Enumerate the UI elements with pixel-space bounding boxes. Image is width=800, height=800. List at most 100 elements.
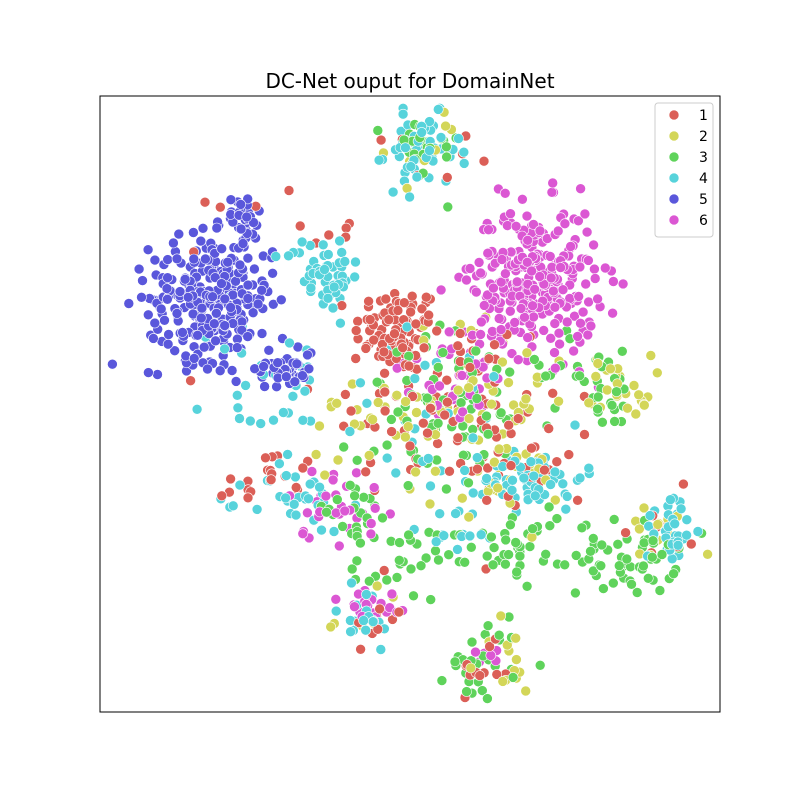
scatter-point-series-4 — [282, 449, 293, 460]
scatter-point-series-1 — [374, 603, 385, 615]
scatter-point-series-1 — [547, 387, 559, 399]
scatter-point-series-4 — [467, 432, 479, 444]
scatter-point-series-5 — [216, 243, 227, 254]
scatter-point-series-3 — [587, 565, 599, 577]
scatter-point-series-1 — [579, 429, 590, 440]
scatter-point-series-3 — [507, 672, 519, 683]
scatter-point-series-6 — [546, 187, 558, 198]
scatter-point-series-5 — [174, 286, 186, 297]
scatter-point-series-3 — [500, 534, 512, 546]
scatter-point-series-5 — [249, 263, 260, 275]
scatter-point-series-4 — [287, 390, 299, 402]
scatter-point-series-2 — [497, 676, 509, 687]
scatter-point-series-3 — [576, 522, 588, 534]
legend-label-6: 6 — [699, 213, 708, 229]
scatter-point-series-6 — [434, 380, 445, 392]
scatter-point-series-3 — [481, 550, 493, 562]
scatter-point-series-3 — [570, 587, 581, 599]
scatter-point-series-4 — [518, 472, 530, 484]
scatter-point-series-6 — [544, 251, 556, 262]
scatter-point-series-6 — [485, 650, 497, 661]
scatter-point-series-3 — [437, 347, 449, 358]
legend-marker-4 — [668, 172, 680, 184]
scatter-point-series-4 — [345, 626, 356, 638]
scatter-point-series-5 — [303, 363, 315, 375]
scatter-point-series-3 — [587, 533, 599, 544]
scatter-point-series-1 — [379, 405, 391, 417]
scatter-point-series-4 — [232, 389, 243, 401]
scatter-point-series-5 — [148, 333, 159, 344]
scatter-point-series-6 — [555, 262, 566, 273]
scatter-point-series-4 — [327, 302, 339, 314]
scatter-point-series-4 — [290, 471, 301, 483]
scatter-point-series-2 — [410, 466, 421, 478]
scatter-point-series-6 — [526, 265, 537, 277]
legend: 1 2 3 4 5 6 — [654, 102, 714, 238]
scatter-point-series-3 — [436, 675, 448, 686]
scatter-point-series-5 — [241, 211, 252, 223]
scatter-point-series-5 — [242, 279, 254, 291]
scatter-point-series-3 — [609, 416, 620, 427]
scatter-point-series-4 — [574, 472, 586, 484]
scatter-point-series-2 — [367, 414, 378, 425]
scatter-point-series-5 — [289, 376, 301, 388]
scatter-point-series-1 — [512, 413, 524, 424]
scatter-point-series-2 — [372, 397, 384, 408]
scatter-point-series-4 — [381, 452, 393, 464]
scatter-point-series-1 — [489, 339, 500, 351]
scatter-point-series-3 — [511, 566, 523, 578]
scatter-point-series-5 — [225, 302, 236, 313]
scatter-point-series-3 — [461, 686, 472, 697]
scatter-point-series-6 — [521, 256, 533, 268]
scatter-point-series-5 — [198, 341, 210, 353]
scatter-point-series-6 — [330, 593, 342, 605]
scatter-point-series-3 — [631, 587, 643, 598]
scatter-point-series-1 — [474, 670, 486, 681]
scatter-point-series-4 — [319, 264, 330, 275]
scatter-point-series-6 — [505, 208, 516, 219]
scatter-point-series-6 — [583, 296, 594, 308]
scatter-point-series-3 — [626, 578, 637, 590]
scatter-point-series-5 — [219, 320, 230, 331]
scatter-point-series-3 — [381, 439, 393, 451]
scatter-point-series-2 — [702, 548, 713, 560]
scatter-point-series-3 — [355, 537, 366, 549]
scatter-point-series-6 — [488, 282, 499, 294]
scatter-point-series-3 — [597, 416, 608, 428]
scatter-point-series-4 — [314, 481, 325, 493]
scatter-point-series-2 — [628, 380, 640, 391]
scatter-point-series-2 — [331, 397, 343, 409]
scatter-point-series-3 — [402, 480, 414, 491]
scatter-point-series-1 — [386, 426, 397, 437]
scatter-point-series-4 — [425, 480, 436, 492]
scatter-point-series-6 — [583, 255, 594, 266]
scatter-point-series-3 — [611, 386, 622, 398]
scatter-point-series-5 — [171, 253, 183, 265]
scatter-point-series-1 — [484, 641, 495, 652]
scatter-point-series-6 — [495, 276, 507, 288]
scatter-point-series-4 — [529, 490, 541, 502]
scatter-point-series-2 — [630, 408, 642, 420]
scatter-point-series-5 — [271, 381, 282, 393]
scatter-point-series-5 — [188, 227, 199, 238]
scatter-point-series-1 — [283, 185, 295, 196]
scatter-point-series-5 — [182, 291, 194, 303]
scatter-point-series-6 — [574, 261, 586, 273]
scatter-point-series-4 — [488, 371, 500, 382]
scatter-point-series-5 — [152, 369, 163, 380]
scatter-point-series-5 — [231, 342, 243, 353]
scatter-point-series-4 — [401, 321, 413, 333]
scatter-point-series-1 — [431, 325, 443, 337]
scatter-point-series-1 — [526, 442, 537, 454]
scatter-point-series-2 — [319, 469, 331, 481]
scatter-point-series-5 — [162, 293, 173, 305]
legend-label-2: 2 — [699, 129, 708, 145]
scatter-point-series-6 — [528, 219, 539, 230]
scatter-point-series-4 — [328, 281, 340, 293]
scatter-point-series-2 — [400, 431, 411, 443]
scatter-point-series-3 — [529, 354, 540, 365]
scatter-point-series-3 — [585, 545, 596, 557]
scatter-point-series-3 — [514, 550, 526, 562]
scatter-point-series-1 — [404, 440, 416, 452]
scatter-point-series-4 — [360, 624, 372, 636]
